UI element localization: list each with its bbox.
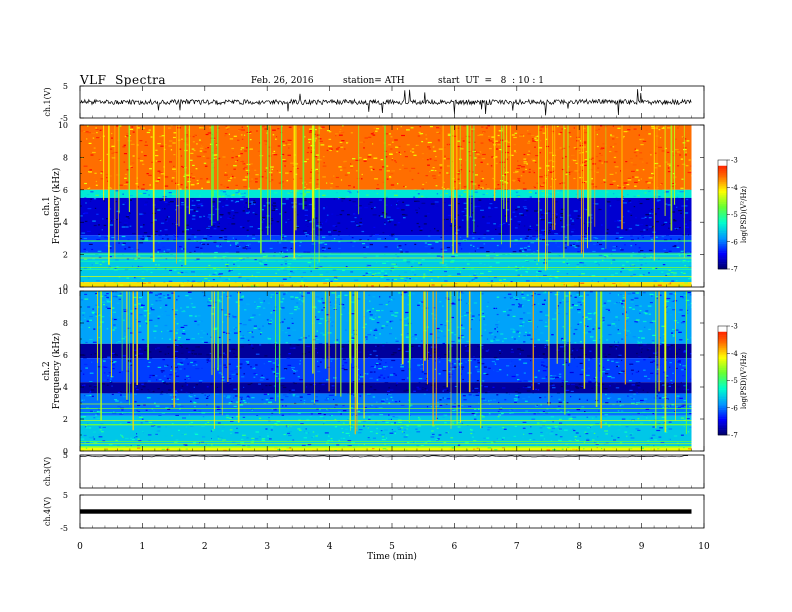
x-tick-label: 6	[452, 542, 458, 552]
y-tick-label: 2	[63, 251, 68, 260]
y-tick-label: 6	[63, 186, 68, 195]
colorbar-tick-label: -6	[731, 404, 738, 412]
waveform-trace	[80, 509, 692, 514]
x-tick-label: 10	[698, 542, 710, 552]
x-tick-label: 2	[202, 542, 208, 552]
spectrogram-body	[80, 291, 692, 451]
y-tick-label: 2	[63, 415, 68, 424]
colorbar-tick-label: -7	[731, 432, 738, 440]
colorbar-tick-label: -4	[731, 350, 738, 358]
y-tick-label: 5	[63, 82, 68, 91]
colorbar-tick-label: -6	[731, 238, 738, 246]
psd-band	[80, 393, 692, 416]
y-tick-label: 0	[63, 447, 68, 456]
colorbar-tick-label: -7	[731, 266, 738, 274]
spectrogram-body	[80, 125, 692, 287]
spectrogram-ch2: 0 2 4 6 8 10 ch.2 Frequency (kHz) -3 -4 -5 -6 -7 log(…	[42, 287, 748, 456]
psd-band	[80, 197, 692, 236]
x-tick-label: 9	[639, 542, 645, 552]
figure-title: VLF Spectra	[80, 73, 167, 87]
y-axis-label: Frequency (kHz)	[51, 333, 62, 410]
x-axis-label: Time (min)	[367, 551, 417, 562]
y-tick-label: 8	[63, 153, 68, 162]
y-tick-label: -5	[60, 114, 68, 123]
colorbar-tick-label: -5	[731, 377, 738, 385]
psd-band	[80, 382, 692, 394]
x-tick-label: 7	[514, 542, 520, 552]
y-tick-label: 4	[63, 218, 68, 227]
spectrogram-ch1: 0 2 4 6 8 10 ch.1 Frequency (kHz) -3 -4 -5 -6 -7 log(…	[42, 121, 748, 292]
y-tick-label: 8	[63, 319, 68, 328]
psd-band	[80, 291, 692, 344]
y-axis-label: Frequency (kHz)	[51, 168, 62, 245]
time-ticks	[79, 86, 705, 528]
colorbar-tick-label: -3	[731, 323, 738, 331]
colorbar-tick-label: -4	[731, 184, 738, 192]
y-axis-label: ch.2	[42, 361, 52, 380]
y-tick-label: 10	[58, 287, 68, 296]
waveform-trace	[79, 455, 688, 458]
y-axis-label: ch.4(V)	[43, 497, 52, 526]
y-tick-label: 5	[63, 451, 68, 460]
y-axis-label: ch.1	[42, 196, 52, 215]
x-tick-label: 4	[327, 542, 333, 552]
psd-band	[80, 254, 692, 283]
y-tick-label: 0	[63, 283, 68, 292]
colorbar-tick-label: -5	[731, 211, 738, 219]
colorbar-label: log(PSD)(V²/Hz)	[740, 352, 748, 409]
y-axis-label: ch.3(V)	[43, 457, 52, 486]
colorbar-label: log(PSD)(V²/Hz)	[740, 186, 748, 243]
x-tick-label: 0	[77, 542, 83, 552]
x-tick-label: 1	[140, 542, 146, 552]
station-label: station= ATH	[343, 76, 405, 86]
colorbar: -3 -4 -5 -6 -7 log(PSD)(V²/Hz)	[717, 323, 748, 440]
y-tick-label: 4	[63, 383, 68, 392]
colorbar: -3 -4 -5 -6 -7 log(PSD)(V²/Hz)	[717, 157, 748, 274]
psd-band	[80, 282, 692, 287]
x-tick-label: 8	[576, 542, 582, 552]
y-tick-label: 10	[58, 121, 68, 130]
psd-band	[80, 189, 692, 198]
x-tick-label: 3	[264, 542, 270, 552]
date-label: Feb. 26, 2016	[251, 76, 314, 86]
start-time-label: start UT = 8 : 10 : 1	[438, 76, 544, 86]
x-tick-label: 5	[389, 542, 395, 552]
y-tick-label: 5	[63, 491, 68, 500]
y-axis-label: ch.1(V)	[43, 87, 52, 116]
colorbar-tick-label: -3	[731, 157, 738, 165]
y-tick-label: -5	[60, 524, 68, 533]
waveform-trace	[79, 89, 692, 116]
psd-band	[80, 343, 692, 359]
y-tick-label: 6	[63, 351, 68, 360]
x-axis: 0 1 2 3 4 5 6 7 8 9 10 Time (min)	[77, 542, 710, 562]
